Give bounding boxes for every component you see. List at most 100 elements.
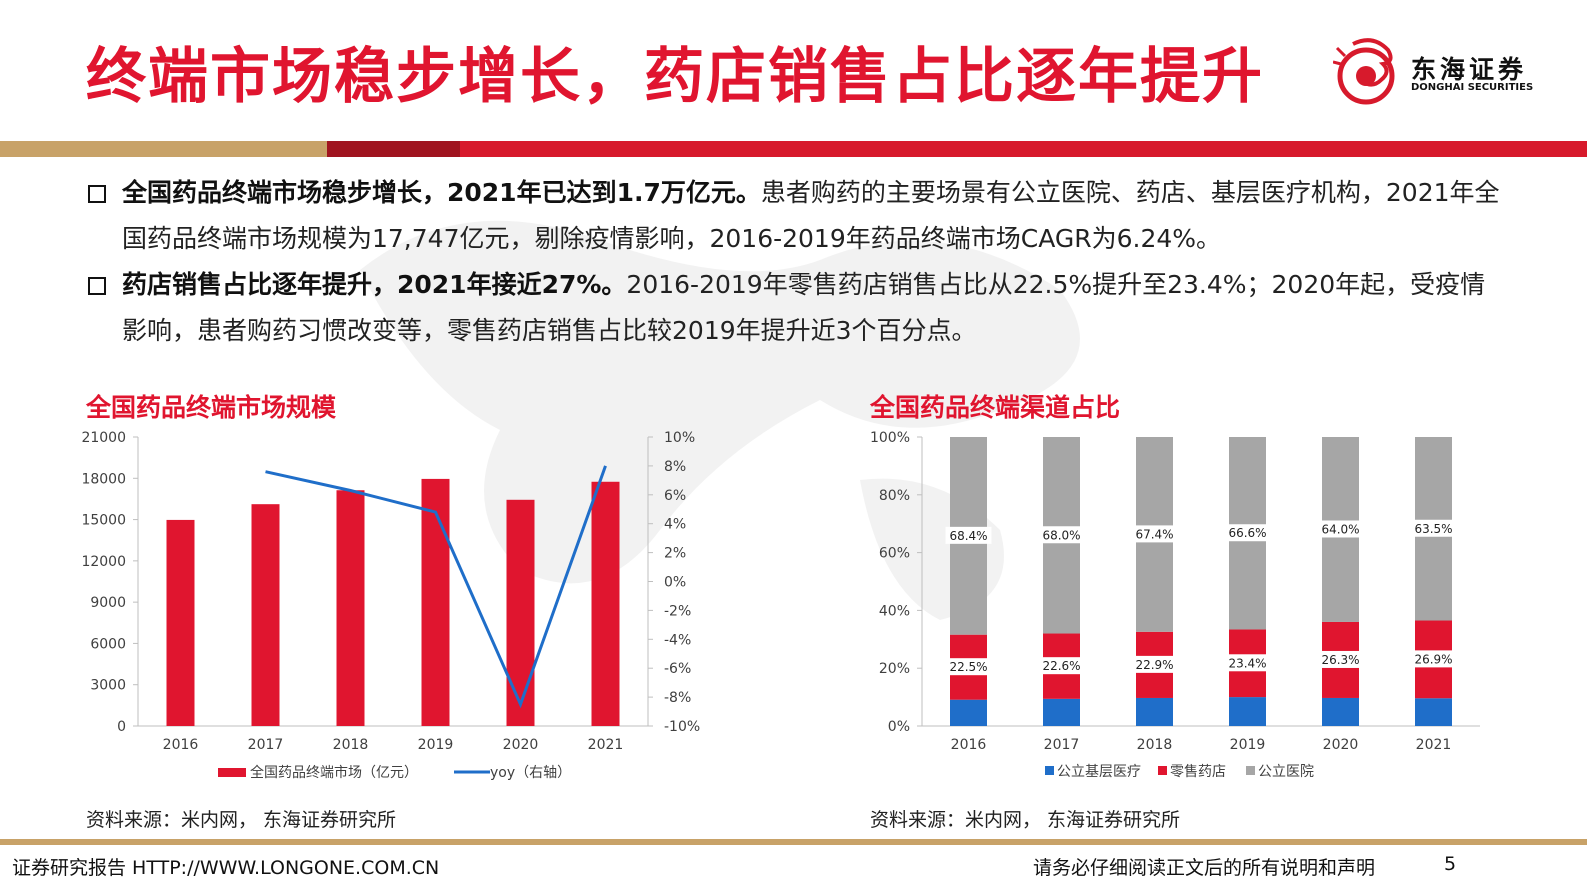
header-band-red [327,141,1587,157]
data-label-bg [1224,524,1271,542]
data-label-bg [1317,650,1364,668]
legend-swatch [1045,766,1054,775]
bar [591,481,620,726]
bar [421,478,450,726]
footer-divider [0,839,1587,845]
x-tick-label: 2018 [333,737,369,753]
y-tick-label: 9000 [90,595,126,611]
data-label-hospital: 68.0% [1042,528,1080,542]
x-tick-label: 2021 [1416,737,1452,753]
data-label-bg [1410,650,1457,668]
data-label-bg [945,526,992,544]
x-tick-label: 2021 [588,737,624,753]
data-label-bg [1038,526,1085,544]
y-tick-label: 0 [117,719,126,735]
dragon-logo-icon [1333,38,1395,105]
y-tick-label: 15000 [81,513,126,529]
y-tick-label: 60% [879,546,910,562]
bar [251,504,280,726]
logo-text-en: DONGHAI SECURITIES [1411,82,1534,93]
bullet-square-icon [88,185,106,203]
bullet-bold-text: 全国药品终端市场稳步增长，2021年已达到1.7万亿元。 [122,178,761,207]
y2-tick-label: -6% [664,661,691,677]
data-label-bg [1131,655,1178,673]
data-label-bg [1317,520,1364,538]
legend-label: 公立基层医疗 [1057,763,1141,780]
y-tick-label: 6000 [90,636,126,652]
chart-title-channel-share: 全国药品终端渠道占比 [870,393,1121,422]
data-label-hospital: 64.0% [1321,522,1359,536]
y2-tick-label: 2% [664,546,686,562]
bullet-bold-text: 药店销售占比逐年提升，2021年接近27%。 [122,270,627,299]
data-label-retail: 22.6% [1042,659,1080,673]
y2-tick-label: 8% [664,459,686,475]
y2-tick-label: 0% [664,575,686,591]
data-label-hospital: 67.4% [1135,527,1173,541]
channel-share-chart: 100% 80% 60% 40% 20% 0% 22.5% 68.4% 2016 22.6% 68.… [870,430,1480,780]
data-label-bg [1038,657,1085,675]
footer-website-link[interactable]: 证券研究报告 HTTP://WWW.LONGONE.COM.CN [12,857,440,879]
source-note-left: 资料来源：米内网， 东海证券研究所 [86,809,397,831]
y2-tick-label: 4% [664,517,686,533]
y-tick-label: 18000 [81,471,126,487]
chart-title-market-size: 全国药品终端市场规模 [86,393,337,422]
y2-tick-label: 10% [664,430,695,446]
data-label-retail: 26.3% [1321,653,1359,667]
stacked-bar-segment [1043,698,1080,726]
page-number: 5 [1444,853,1457,875]
legend-label-bar: 全国药品终端市场（亿元） [250,764,418,781]
data-label-retail: 23.4% [1228,656,1266,670]
x-tick-label: 2017 [1044,737,1080,753]
stacked-bar-segment [1229,697,1266,726]
bar [506,499,535,726]
y-tick-label: 100% [870,430,910,446]
x-tick-label: 2020 [1323,737,1359,753]
x-tick-label: 2016 [951,737,987,753]
y2-tick-label: -10% [664,719,700,735]
legend-label: 零售药店 [1170,764,1226,780]
y-tick-label: 20% [879,661,910,677]
stacked-bar-segment [1415,698,1452,726]
legend-swatch [1158,766,1167,775]
legend-label-line: yoy（右轴） [490,765,571,781]
y2-tick-label: -2% [664,603,691,619]
x-tick-label: 2018 [1137,737,1173,753]
legend-swatch [1246,766,1255,775]
y-tick-label: 12000 [81,554,126,570]
data-label-bg [1131,525,1178,543]
data-label-bg [1410,519,1457,537]
x-tick-label: 2020 [503,737,539,753]
legend-label: 公立医院 [1258,764,1314,780]
bullet-square-icon [88,277,106,295]
data-label-hospital: 68.4% [949,529,987,543]
y2-tick-label: 6% [664,488,686,504]
legend-swatch-bar [218,768,246,777]
x-tick-label: 2016 [163,737,199,753]
source-note-right: 资料来源：米内网， 东海证券研究所 [870,809,1181,831]
y-tick-label: 0% [888,719,910,735]
bullet-item: 药店销售占比逐年提升，2021年接近27%。2016-2019年零售药店销售占比… [86,262,1506,354]
stacked-bar-segment [1136,697,1173,726]
bullet-body-text: 患者购药的主要场景有公立医院、药店、基层医疗机构，2021年全国药品终端市场规模… [122,178,1500,253]
bullet-body-text: 2016-2019年零售药店销售占比从22.5%提升至23.4%；2020年起，… [122,270,1486,345]
y-tick-label: 80% [879,488,910,504]
data-label-retail: 22.9% [1135,658,1173,672]
data-label-hospital: 63.5% [1414,522,1452,536]
data-label-retail: 26.9% [1414,652,1452,666]
stacked-bar-segment [950,699,987,726]
company-logo: 东海证券 DONGHAI SECURITIES [1333,34,1573,114]
data-label-retail: 22.5% [949,660,987,674]
bar [166,519,195,726]
footer-disclaimer: 请务必仔细阅读正文后的所有说明和声明 [1033,857,1376,879]
market-size-chart: 21000 18000 15000 12000 9000 6000 3000 0 10% 8% 6%… [81,430,700,781]
bullet-item: 全国药品终端市场稳步增长，2021年已达到1.7万亿元。患者购药的主要场景有公立… [86,170,1506,262]
y2-tick-label: -4% [664,632,691,648]
data-label-hospital: 66.6% [1228,526,1266,540]
data-label-bg [945,658,992,676]
bullet-list: 全国药品终端市场稳步增长，2021年已达到1.7万亿元。患者购药的主要场景有公立… [86,170,1506,354]
stacked-bar-segment [1322,697,1359,726]
y-tick-label: 21000 [81,430,126,446]
y-tick-label: 3000 [90,678,126,694]
x-tick-label: 2019 [418,737,454,753]
yoy-line [265,465,607,709]
